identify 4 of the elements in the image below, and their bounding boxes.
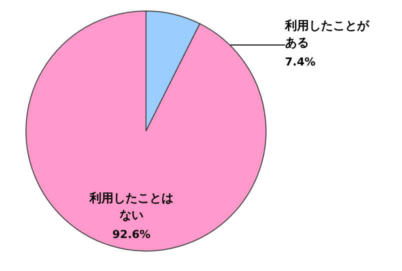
- slice-label: 利用したことがある: [284, 18, 370, 50]
- data-label: 7.4%: [285, 56, 316, 68]
- data-label: 92.6%: [112, 228, 151, 241]
- slice-label: 利用したことはない: [88, 190, 174, 222]
